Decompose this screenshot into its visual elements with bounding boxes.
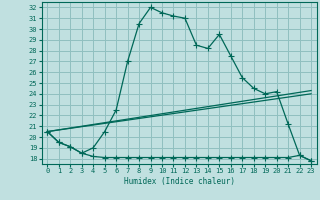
X-axis label: Humidex (Indice chaleur): Humidex (Indice chaleur) [124,177,235,186]
